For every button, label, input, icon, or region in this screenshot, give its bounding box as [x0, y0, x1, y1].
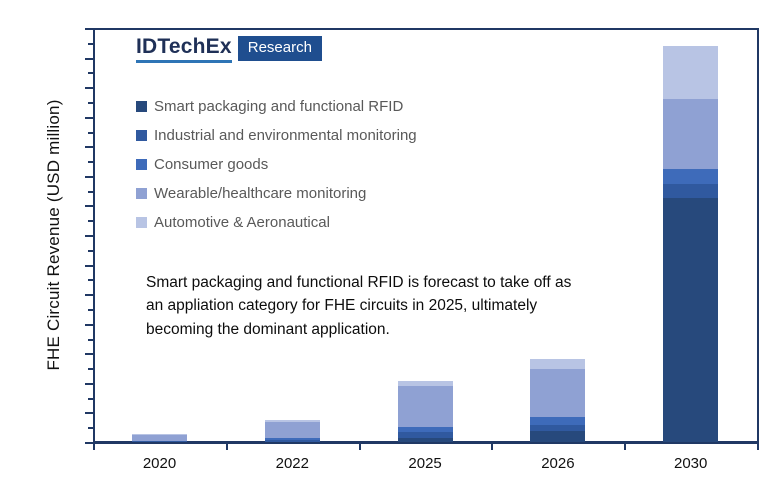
y-axis-tick	[88, 249, 93, 252]
y-axis-tick	[85, 382, 93, 385]
bar-segment	[530, 369, 586, 417]
idtechex-logo: IDTechEx Research	[136, 36, 322, 63]
bar-segment	[530, 417, 586, 425]
bar-segment	[397, 427, 453, 432]
bar-segment	[131, 441, 187, 442]
x-axis-label: 2030	[674, 455, 708, 472]
legend-color-swatch-icon	[136, 188, 147, 199]
bar-segment	[264, 440, 320, 442]
plot-area	[93, 28, 759, 444]
y-axis-tick	[85, 146, 93, 149]
legend-item: Smart packaging and functional RFID	[136, 92, 417, 121]
y-axis-tick	[88, 101, 93, 104]
legend-color-swatch-icon	[136, 159, 147, 170]
bar-segment	[663, 99, 719, 169]
legend-label: Automotive & Aeronautical	[154, 214, 330, 231]
y-axis-tick	[88, 279, 93, 282]
bar-segment	[663, 198, 719, 442]
y-axis-tick	[88, 427, 93, 430]
bar-segment	[131, 434, 187, 435]
legend-color-swatch-icon	[136, 217, 147, 228]
y-axis-tick	[88, 338, 93, 341]
y-axis-tick	[88, 131, 93, 134]
bar-segment	[131, 435, 187, 441]
bar-segment	[264, 422, 320, 438]
bar-segment	[397, 386, 453, 427]
y-axis-tick	[85, 323, 93, 326]
x-axis-tick	[225, 442, 228, 450]
x-axis-tick	[93, 442, 95, 450]
x-axis-tick	[757, 442, 759, 450]
legend: Smart packaging and functional RFID Indus…	[136, 92, 417, 237]
y-axis-tick	[85, 264, 93, 267]
y-axis-tick	[88, 308, 93, 311]
legend-label: Wearable/healthcare monitoring	[154, 185, 367, 202]
y-axis-tick	[85, 57, 93, 60]
y-axis-tick	[85, 442, 93, 444]
bar-segment	[663, 46, 719, 99]
annotation-text: Smart packaging and functional RFID is f…	[146, 274, 572, 338]
y-axis-tick	[88, 161, 93, 164]
x-axis-label: 2022	[275, 455, 309, 472]
legend-label: Consumer goods	[154, 156, 269, 173]
bar-segment	[530, 425, 586, 431]
bar-segment	[397, 438, 453, 442]
legend-item: Automotive & Aeronautical	[136, 208, 417, 237]
x-axis-tick	[491, 442, 494, 450]
legend-color-swatch-icon	[136, 101, 147, 112]
y-axis-tick	[88, 190, 93, 193]
y-axis-tick	[88, 42, 93, 45]
x-axis-label: 2025	[408, 455, 442, 472]
x-axis-tick	[358, 442, 361, 450]
y-axis-tick	[88, 368, 93, 371]
x-axis-label: 2020	[142, 455, 177, 472]
y-axis-tick	[85, 235, 93, 237]
legend-label: Industrial and environmental monitoring	[154, 127, 417, 144]
stacked-bar-2025	[397, 381, 453, 442]
bar-segment	[264, 438, 320, 440]
legend-item: Industrial and environmental monitoring	[136, 121, 417, 150]
legend-color-swatch-icon	[136, 130, 147, 141]
bar-segment	[397, 381, 453, 386]
y-axis-tick	[85, 294, 93, 297]
bar-segment	[530, 359, 586, 369]
y-axis-title: FHE Circuit Revenue (USD million)	[44, 99, 63, 371]
y-axis-tick	[85, 116, 93, 119]
bar-segment	[530, 431, 586, 442]
logo-brand-text: IDTechEx	[136, 36, 232, 63]
stacked-bar-2026	[530, 359, 586, 442]
stacked-bar-2030	[663, 46, 719, 442]
stacked-bar-2020	[131, 434, 187, 442]
bar-segment	[663, 169, 719, 184]
y-axis-tick	[85, 205, 93, 208]
bar-segment	[663, 184, 719, 198]
y-axis-tick	[88, 220, 93, 223]
y-axis-tick	[85, 28, 93, 30]
y-axis-tick	[88, 397, 93, 400]
y-axis-tick	[85, 87, 93, 90]
x-axis-tick	[624, 442, 627, 450]
legend-item: Consumer goods	[136, 150, 417, 179]
legend-item: Wearable/healthcare monitoring	[136, 179, 417, 208]
x-axis-label: 2026	[541, 455, 575, 472]
stacked-bar-2022	[264, 420, 320, 442]
bar-segment	[397, 432, 453, 438]
legend-label: Smart packaging and functional RFID	[154, 98, 404, 115]
y-axis-tick	[85, 175, 93, 178]
logo-research-badge: Research	[237, 36, 322, 61]
y-axis-tick	[88, 72, 93, 75]
bar-segment	[264, 420, 320, 422]
y-axis-tick	[85, 353, 93, 356]
y-axis-tick	[85, 412, 93, 415]
